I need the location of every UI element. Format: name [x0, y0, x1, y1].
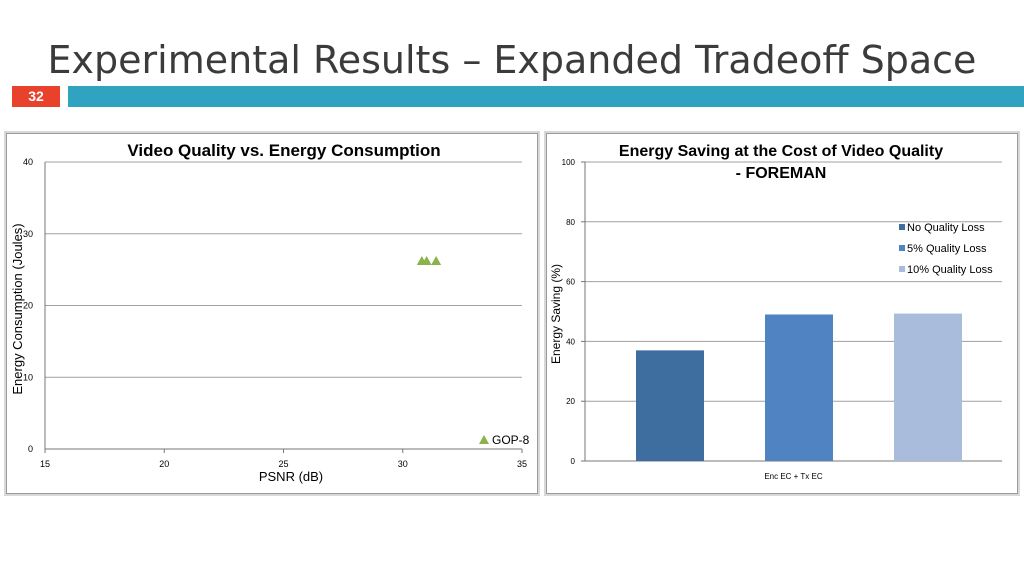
scatter-point [431, 256, 442, 266]
scatter-chart-frame: Video Quality vs. Energy Consumption Ene… [6, 133, 538, 494]
bar-legend-swatch [899, 245, 905, 251]
bar-1 [636, 350, 704, 461]
bar-y-tick-label: 20 [566, 397, 575, 406]
bar-chart-title-line2: - FOREMAN [736, 165, 827, 182]
bar-y-tick-label: 0 [571, 457, 576, 466]
scatter-y-tick-label: 40 [23, 157, 33, 167]
bar-legend-label: No Quality Loss [907, 222, 985, 234]
scatter-x-tick-label: 15 [40, 459, 50, 469]
bar-chart: Energy Saving at the Cost of Video Quali… [549, 143, 1002, 481]
scatter-chart-title: Video Quality vs. Energy Consumption [127, 141, 440, 160]
scatter-x-tick-label: 30 [398, 459, 408, 469]
scatter-y-tick-label: 20 [23, 301, 33, 311]
bar-y-tick-label: 60 [566, 278, 575, 287]
scatter-y-tick-label: 30 [23, 229, 33, 239]
scatter-x-tick-label: 35 [517, 459, 527, 469]
scatter-legend-label: GOP-8 [492, 433, 530, 447]
scatter-x-tick-label: 25 [278, 459, 288, 469]
scatter-x-tick-label: 20 [159, 459, 169, 469]
bar-legend-swatch [899, 266, 905, 272]
scatter-y-axis-label: Energy Consumption (Joules) [10, 223, 25, 394]
bar-y-tick-label: 80 [566, 218, 575, 227]
slide-title: Experimental Results – Expanded Tradeoff… [47, 38, 977, 82]
slide-number-badge: 32 [12, 86, 60, 107]
scatter-y-tick-label: 0 [28, 444, 33, 454]
bar-x-category-label: Enc EC + Tx EC [764, 472, 823, 481]
bar-chart-frame: Energy Saving at the Cost of Video Quali… [546, 133, 1018, 494]
bar-legend-label: 5% Quality Loss [907, 243, 987, 255]
bar-y-tick-label: 40 [566, 337, 575, 346]
bar-y-axis-label: Energy Saving (%) [549, 264, 563, 364]
bar-2 [765, 314, 833, 461]
bar-legend-swatch [899, 224, 905, 230]
bar-chart-title-line1: Energy Saving at the Cost of Video Quali… [619, 143, 943, 160]
scatter-x-axis-label: PSNR (dB) [259, 469, 323, 484]
bar-y-tick-label: 100 [562, 158, 576, 167]
scatter-y-tick-label: 10 [23, 372, 33, 382]
bar-legend-label: 10% Quality Loss [907, 264, 993, 276]
bar-3 [894, 313, 962, 461]
scatter-point [421, 256, 432, 266]
scatter-chart: Video Quality vs. Energy Consumption Ene… [10, 141, 530, 484]
title-accent-bar [68, 86, 1024, 107]
legend-triangle-icon [479, 435, 489, 444]
